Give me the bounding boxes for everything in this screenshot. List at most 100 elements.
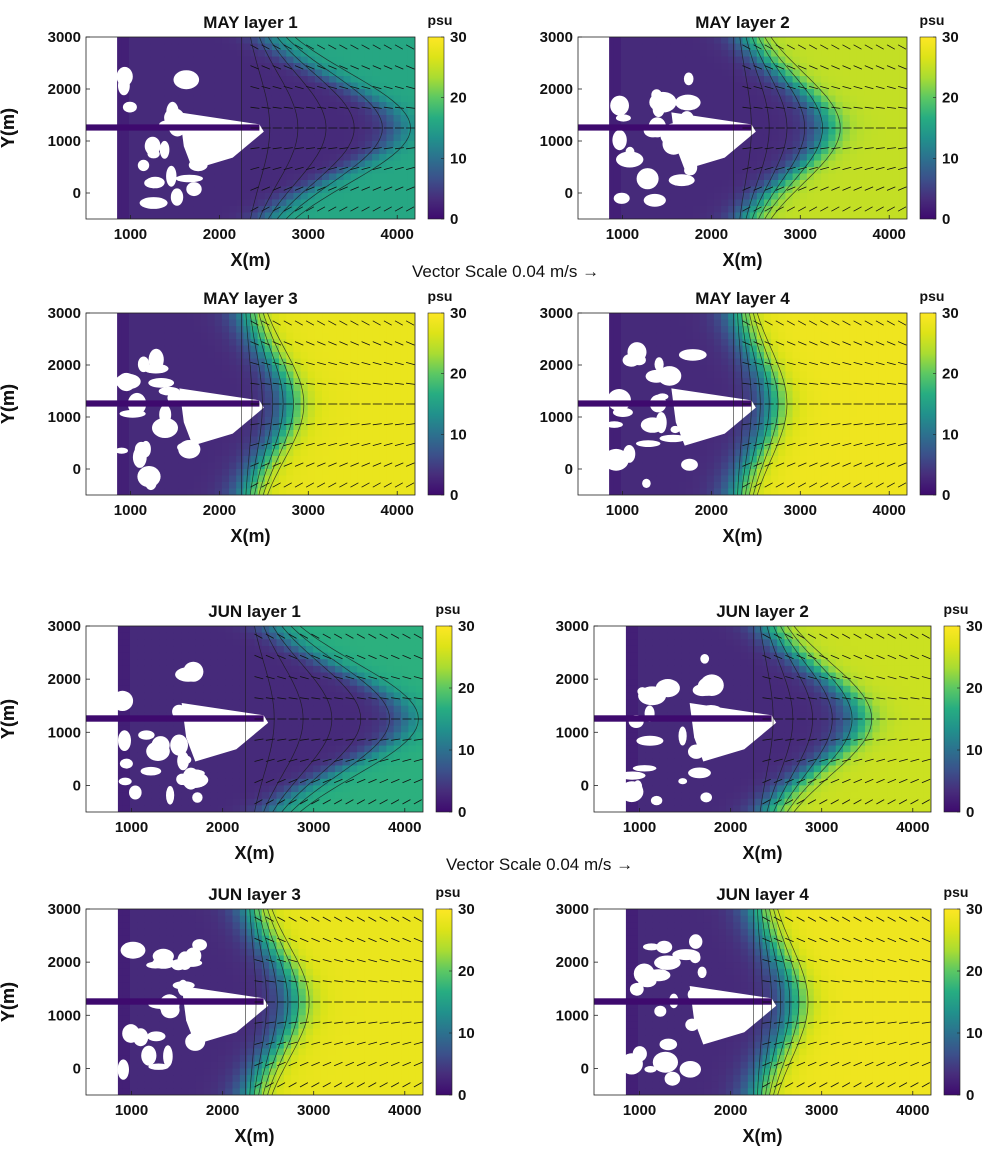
- velocity-vector: [853, 423, 863, 426]
- land-patch: [697, 966, 707, 978]
- land-patch: [678, 349, 707, 361]
- land-patch: [605, 421, 623, 428]
- velocity-vector: [305, 320, 315, 326]
- velocity-vector: [372, 482, 381, 488]
- velocity-vector: [283, 320, 292, 326]
- velocity-vector: [372, 44, 381, 50]
- velocity-vector: [390, 758, 400, 762]
- colorbar-label: psu: [920, 288, 945, 304]
- colorbar-tick-label: 10: [458, 742, 475, 759]
- velocity-vector: [762, 654, 771, 660]
- velocity-vector: [831, 65, 840, 70]
- velocity-vector: [842, 697, 852, 700]
- velocity-vector: [842, 65, 851, 70]
- velocity-vector: [283, 423, 293, 426]
- velocity-vector: [830, 633, 839, 639]
- y-tick-label: 0: [73, 1060, 81, 1077]
- velocity-vector: [785, 799, 794, 805]
- x-tick-label: 1000: [115, 819, 148, 836]
- velocity-vector: [897, 65, 907, 70]
- velocity-vector: [383, 341, 393, 346]
- velocity-vector: [254, 758, 264, 762]
- velocity-vector: [753, 86, 763, 90]
- velocity-vector: [345, 937, 355, 943]
- velocity-vector: [390, 1061, 400, 1067]
- land-patch: [613, 192, 630, 204]
- velocity-vector: [368, 1061, 377, 1067]
- velocity-vector: [809, 442, 819, 446]
- velocity-vector: [764, 186, 774, 191]
- velocity-vector: [390, 676, 400, 680]
- land-patch: [173, 70, 200, 90]
- velocity-vector: [311, 633, 320, 639]
- velocity-vector: [876, 676, 886, 680]
- velocity-vector: [394, 341, 404, 346]
- velocity-vector: [368, 980, 378, 983]
- velocity-vector: [311, 980, 321, 983]
- velocity-vector: [842, 633, 851, 639]
- velocity-vector: [764, 65, 774, 70]
- velocity-vector: [294, 86, 304, 90]
- velocity-vector: [272, 382, 282, 385]
- velocity-vector: [402, 758, 412, 762]
- velocity-vector: [764, 341, 774, 346]
- velocity-vector: [762, 959, 772, 963]
- velocity-vector: [842, 320, 851, 326]
- velocity-vector: [864, 341, 874, 346]
- velocity-vector: [797, 186, 807, 191]
- velocity-vector: [379, 633, 388, 639]
- panel-5: JUN layer 1 1000 2000 3000 4000 0 1000 2000 3000…: [0, 601, 475, 863]
- velocity-vector: [383, 186, 393, 191]
- velocity-vector: [773, 676, 783, 680]
- vector-scale-caption-may: Vector Scale 0.04 m/s →: [412, 262, 599, 282]
- velocity-vector: [753, 482, 762, 488]
- velocity-vector: [322, 758, 332, 762]
- velocity-vector: [830, 676, 840, 680]
- velocity-vector: [886, 186, 896, 191]
- velocity-vector: [305, 186, 315, 191]
- land-patch: [700, 654, 710, 664]
- velocity-vector: [265, 980, 275, 983]
- colorbar-tick-label: 20: [458, 963, 475, 980]
- x-tick-label: 1000: [623, 1102, 656, 1119]
- velocity-vector: [299, 1021, 310, 1024]
- x-tick-label: 3000: [292, 226, 325, 243]
- velocity-vector: [775, 206, 784, 212]
- velocity-vector: [764, 442, 774, 446]
- land-patch: [637, 687, 648, 696]
- velocity-vector: [413, 697, 423, 700]
- land-patch: [655, 679, 680, 698]
- velocity-vector: [345, 980, 355, 983]
- velocity-vector: [339, 186, 348, 191]
- velocity-vector: [786, 462, 796, 467]
- plot-area: [86, 313, 415, 495]
- plot-area: [86, 37, 415, 219]
- velocity-vector: [356, 758, 366, 762]
- y-tick-label: 3000: [48, 901, 81, 918]
- velocity-vector: [797, 362, 807, 366]
- x-tick-label: 2000: [714, 819, 747, 836]
- velocity-vector: [350, 206, 359, 212]
- velocity-vector: [831, 462, 840, 467]
- velocity-vector: [819, 1082, 828, 1088]
- land-patch: [654, 955, 681, 970]
- velocity-vector: [773, 1021, 783, 1024]
- velocity-vector: [294, 382, 304, 385]
- velocity-vector: [785, 959, 795, 963]
- velocity-vector: [334, 799, 343, 805]
- velocity-vector: [394, 382, 404, 385]
- y-tick-label: 2000: [540, 357, 573, 374]
- velocity-vector: [864, 320, 873, 326]
- velocity-vector: [864, 442, 874, 446]
- velocity-vector: [775, 341, 785, 346]
- velocity-vector: [322, 633, 331, 639]
- velocity-vector: [334, 697, 344, 700]
- velocity-vector: [742, 382, 752, 385]
- velocity-vector: [853, 147, 863, 150]
- panel-title: JUN layer 4: [716, 885, 809, 904]
- land-patch: [636, 440, 661, 447]
- velocity-vector: [899, 697, 909, 700]
- land-patch: [620, 1053, 643, 1075]
- velocity-vector: [830, 937, 840, 943]
- velocity-vector: [277, 1082, 286, 1088]
